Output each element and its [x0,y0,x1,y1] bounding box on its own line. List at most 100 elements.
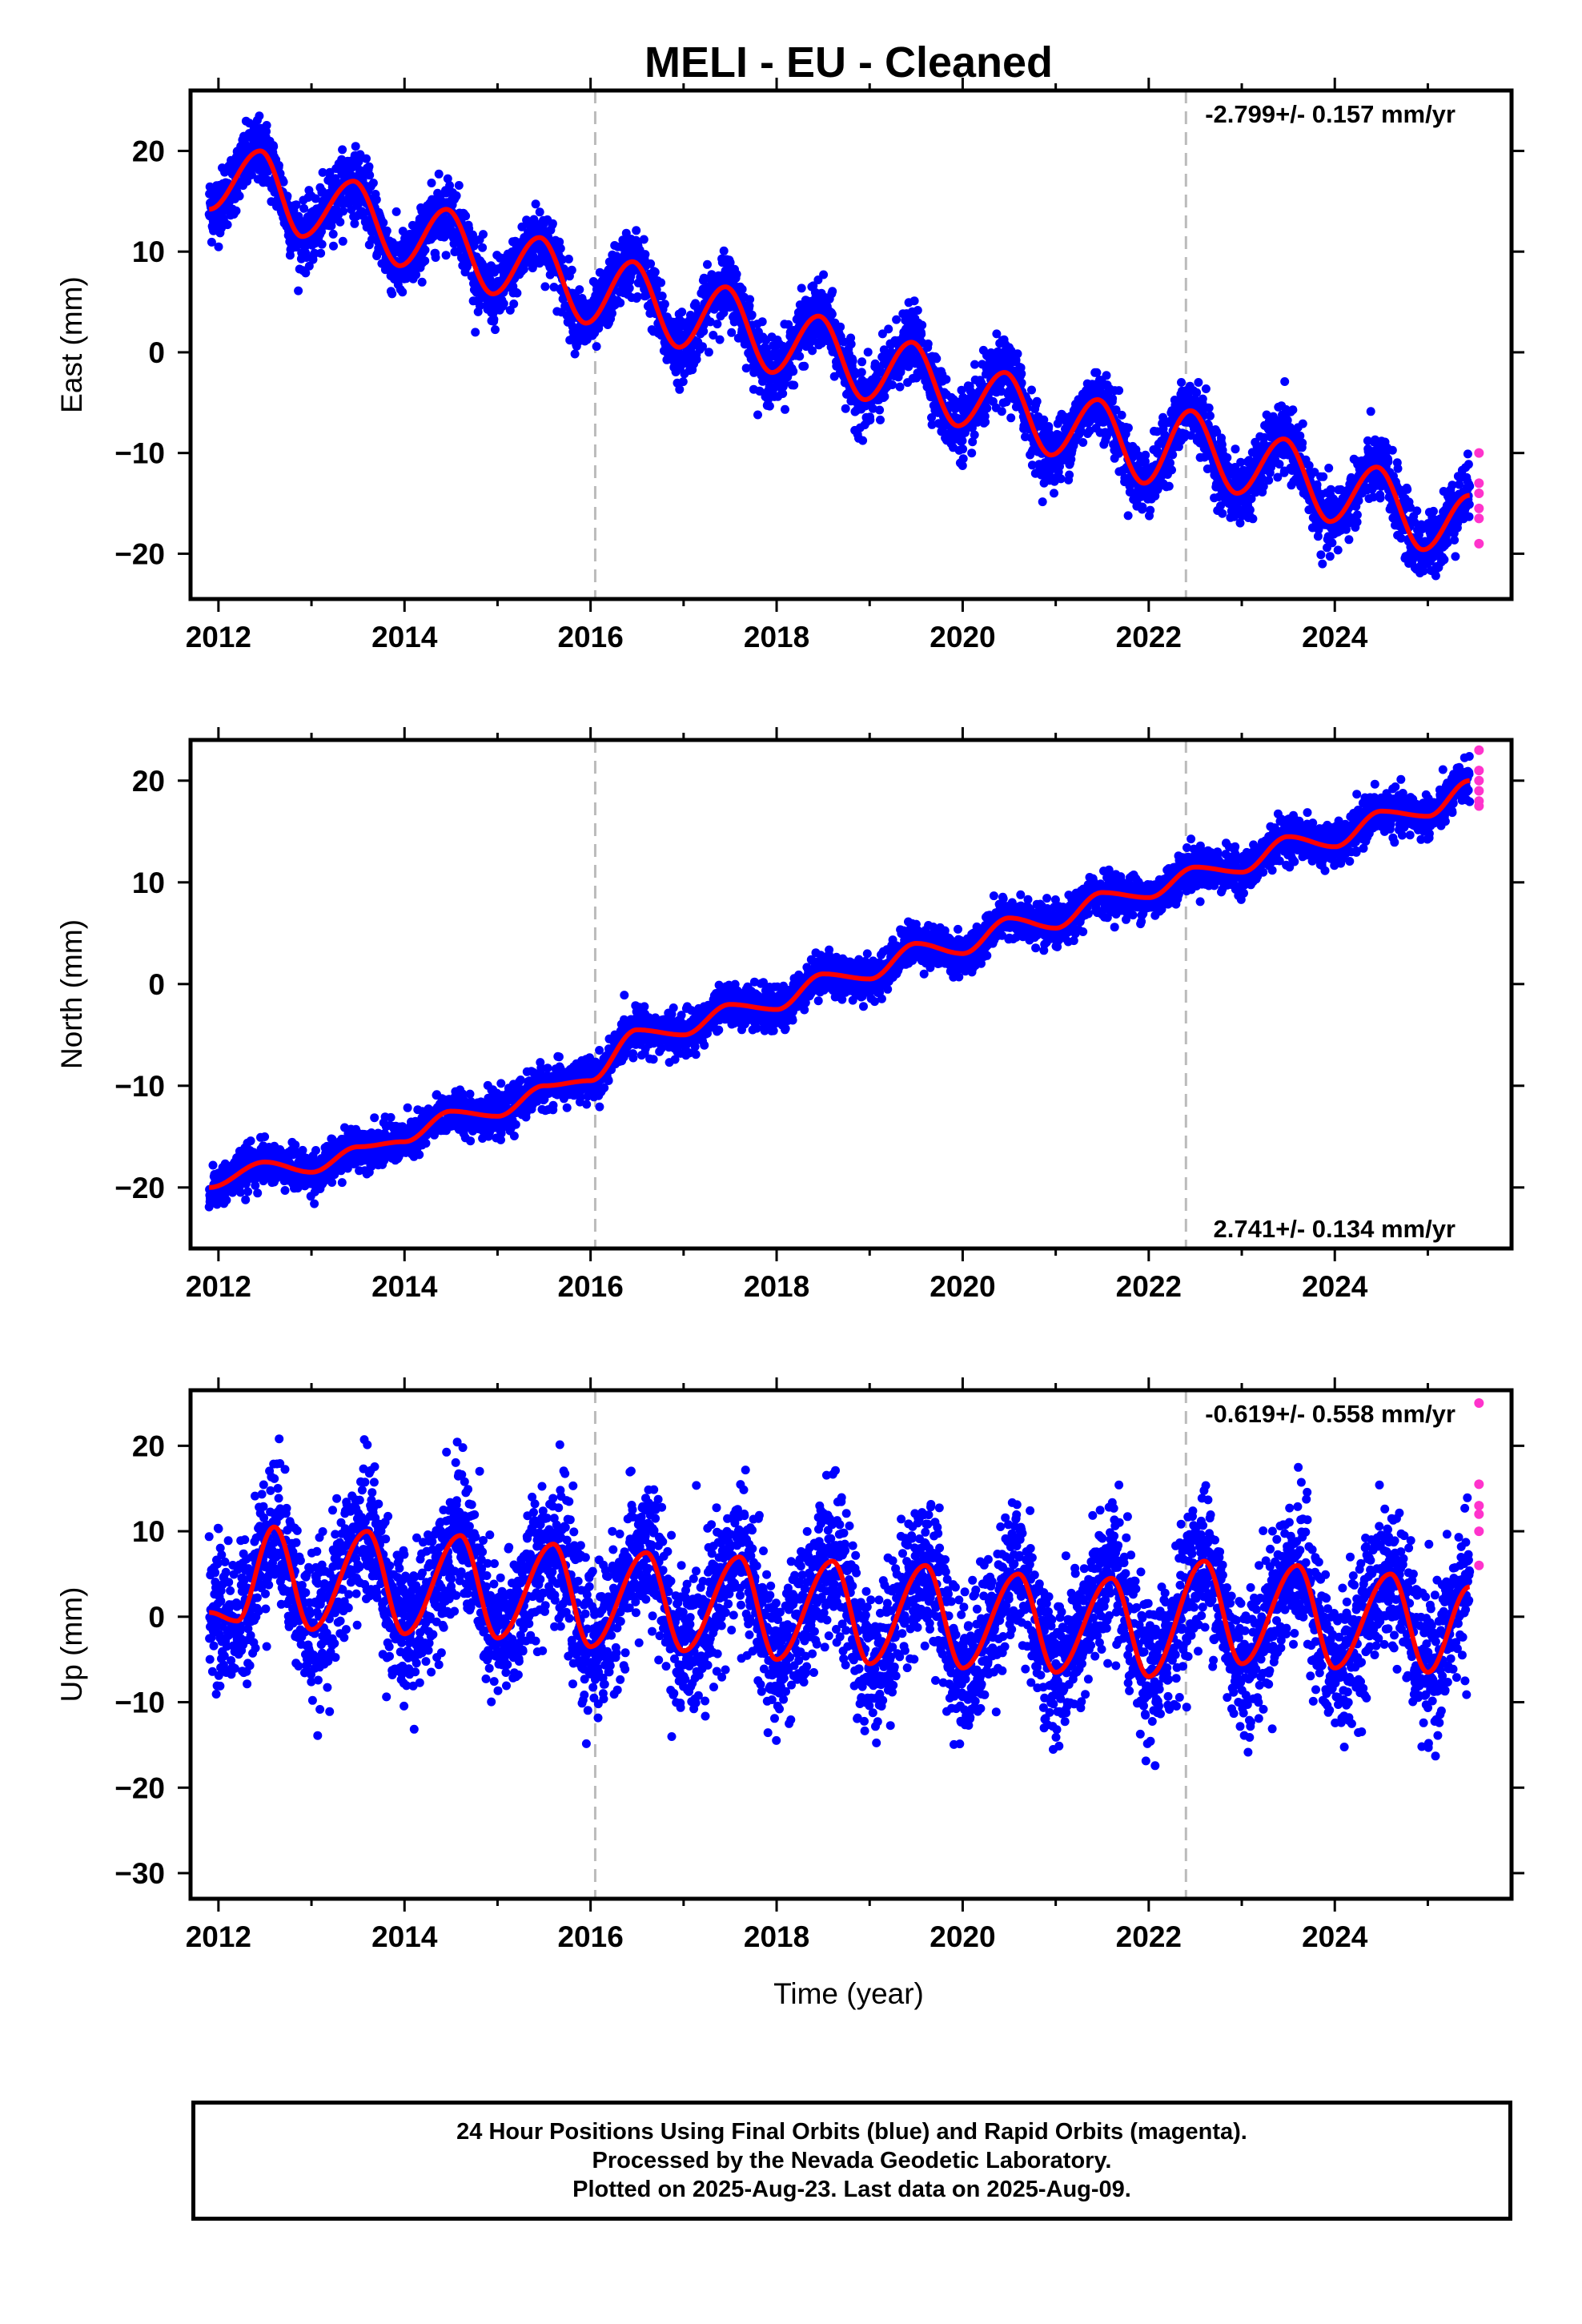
data-point [1280,377,1290,386]
data-point [1412,506,1422,516]
rapid-point [1474,478,1484,489]
data-point [797,283,806,293]
data-point [876,415,885,424]
data-point [836,322,845,332]
data-point [364,162,374,171]
data-point [1327,538,1337,548]
data-point [1114,386,1124,396]
data-point [1298,419,1307,428]
data-point [362,154,371,163]
data-point [639,235,648,244]
data-point [858,436,868,445]
data-point [535,207,544,217]
data-point [412,270,421,279]
data-point [301,268,311,278]
x-tick-label: 2018 [744,621,809,653]
data-point [656,278,666,287]
data-point [958,444,968,454]
data-point [1288,405,1298,415]
data-point [747,310,757,320]
data-point [479,230,488,239]
data-point [519,264,528,274]
data-point [727,328,737,337]
data-point [715,335,725,344]
data-point [1463,449,1472,459]
data-point [570,349,580,359]
data-point [262,121,271,130]
data-point [548,219,557,228]
data-point [269,142,279,151]
data-point [757,317,767,327]
data-point [214,242,223,251]
data-point [895,382,905,392]
data-point [1352,510,1362,520]
data-point [704,348,713,357]
data-point [737,284,747,294]
data-point [317,239,327,249]
data-point [1146,505,1155,515]
data-point [828,287,837,296]
data-point [531,199,540,209]
data-point [461,211,471,221]
data-point [592,342,601,352]
data-point [575,285,584,295]
data-point [997,407,1006,416]
data-point [1393,464,1403,473]
data-point [1141,450,1150,460]
data-point [231,206,241,215]
data-point [1032,396,1042,406]
data-point [841,404,850,413]
data-point [338,145,347,155]
data-point [982,404,992,413]
data-point [1218,509,1227,518]
data-point [1117,410,1126,420]
data-point [880,392,889,401]
data-point [958,454,968,464]
data-point [677,308,687,317]
data-point [616,298,625,308]
data-point [719,246,729,255]
data-point [1431,571,1440,581]
data-point [1006,413,1016,423]
panels: 2012 2014 2016 2018 2020 2022 2024−20−1001020E… [55,78,1524,1953]
data-point [1451,552,1460,561]
data-point [445,181,455,191]
data-point [1248,514,1258,524]
data-point [827,309,837,319]
data-point [499,299,508,308]
data-point [1465,481,1475,491]
data-point [1383,457,1393,466]
data-point [310,248,319,258]
data-point [540,282,550,292]
data-point [1387,445,1397,455]
data-point [1223,453,1232,462]
data-point [1102,371,1111,380]
data-point [657,292,667,301]
data-point [1450,535,1460,545]
plot-area [204,90,1484,599]
data-point [923,339,933,348]
data-point [1078,438,1088,447]
data-point [1056,474,1066,484]
data-point [1429,506,1438,516]
data-point [304,261,314,271]
data-point [660,300,669,309]
data-point [1044,422,1054,431]
data-point [970,430,979,440]
data-point [1027,385,1036,395]
data-point [863,348,873,357]
data-point [317,227,326,236]
data-point [1204,403,1214,412]
data-point [556,243,565,253]
data-point [441,251,451,260]
data-point [316,248,326,258]
data-point [1065,470,1074,480]
chart-title: MELI - EU - Cleaned [644,38,1053,86]
data-point [745,295,755,304]
data-point [703,259,712,269]
data-point [632,226,641,235]
data-point [1168,450,1178,460]
data-point [675,384,685,394]
data-point [1038,497,1047,507]
data-point [1318,559,1327,569]
